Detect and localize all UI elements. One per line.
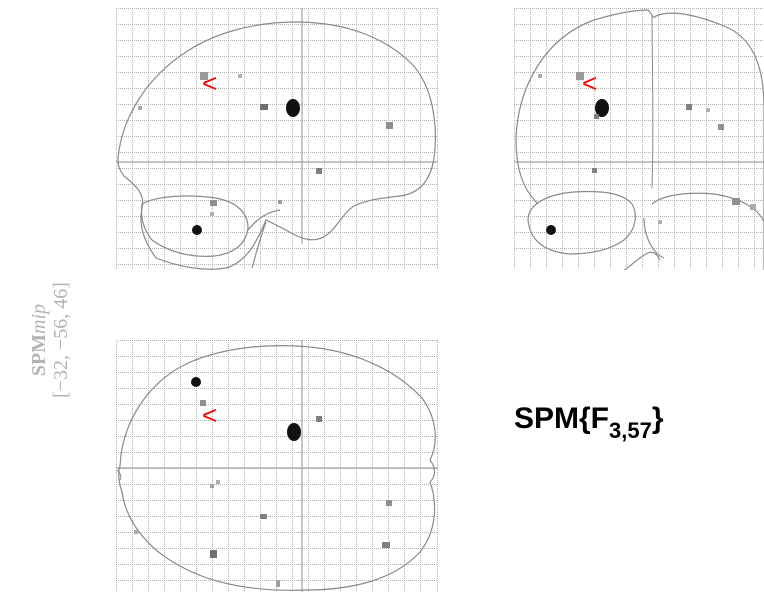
coronal-cursor-marker: < bbox=[582, 68, 597, 98]
blob bbox=[216, 480, 220, 484]
blob bbox=[576, 72, 584, 80]
coronal-glass-brain-view[interactable]: < bbox=[514, 8, 764, 270]
blob bbox=[750, 204, 756, 210]
blob bbox=[316, 416, 322, 422]
blob bbox=[210, 200, 217, 206]
statistic-type-label: SPM{F3,57} bbox=[514, 402, 664, 444]
blob bbox=[200, 72, 208, 80]
blob bbox=[138, 106, 142, 110]
blob bbox=[595, 99, 609, 117]
coronal-midline bbox=[651, 15, 654, 189]
coronal-blobs bbox=[538, 72, 756, 235]
blob bbox=[538, 74, 542, 78]
coronal-temporal-outline bbox=[527, 190, 636, 255]
sagittal-blobs bbox=[138, 72, 393, 235]
blob bbox=[594, 114, 599, 119]
stat-prefix: SPM{F bbox=[514, 402, 610, 435]
sagittal-brainstem-outline bbox=[247, 209, 281, 269]
blob bbox=[382, 542, 390, 548]
blob bbox=[276, 580, 280, 587]
sagittal-cerebellum-outline bbox=[140, 195, 249, 257]
blob bbox=[210, 550, 217, 558]
blob bbox=[191, 377, 201, 387]
sagittal-crosshair bbox=[116, 8, 438, 244]
sagittal-brain-outline bbox=[117, 21, 436, 270]
blob bbox=[732, 198, 740, 205]
mip-label-suffix: mip bbox=[28, 303, 50, 334]
blob bbox=[658, 220, 662, 224]
blob bbox=[278, 200, 282, 204]
axial-notch bbox=[116, 469, 122, 481]
coronal-brain-outline bbox=[515, 9, 764, 270]
blob bbox=[706, 108, 710, 112]
mip-coordinate-label: SPMmip [−32, −56, 46] bbox=[28, 282, 72, 398]
sagittal-cursor-marker: < bbox=[202, 68, 217, 98]
sagittal-svg: < bbox=[116, 8, 438, 270]
blob bbox=[260, 104, 268, 110]
axial-svg: < bbox=[116, 340, 438, 592]
sagittal-glass-brain-view[interactable]: < bbox=[116, 8, 438, 270]
blob bbox=[316, 168, 322, 174]
blob bbox=[718, 124, 724, 130]
blob bbox=[210, 212, 214, 216]
coronal-grid bbox=[514, 8, 764, 270]
mip-label-main: SPM bbox=[28, 333, 50, 377]
stat-df: 3,57 bbox=[609, 418, 652, 443]
axial-brain-outline bbox=[118, 345, 436, 591]
blob bbox=[238, 74, 242, 78]
coronal-cerebellum-outline bbox=[623, 192, 764, 270]
blob bbox=[592, 168, 597, 173]
sagittal-grid bbox=[116, 8, 438, 270]
blob bbox=[287, 423, 301, 441]
coronal-svg: < bbox=[514, 8, 764, 270]
blob bbox=[192, 225, 202, 235]
blob bbox=[210, 484, 214, 488]
mip-coordinates: [−32, −56, 46] bbox=[50, 282, 72, 398]
stat-suffix: } bbox=[651, 402, 664, 435]
axial-cursor-marker: < bbox=[202, 400, 217, 430]
blob bbox=[546, 225, 556, 235]
blob bbox=[286, 99, 300, 117]
axial-glass-brain-view[interactable]: < bbox=[116, 340, 438, 592]
blob bbox=[260, 514, 267, 519]
blob bbox=[386, 500, 392, 506]
blob bbox=[134, 530, 138, 534]
axial-crosshair bbox=[116, 340, 438, 592]
blob bbox=[386, 122, 393, 129]
blob bbox=[200, 400, 206, 406]
axial-blobs bbox=[134, 377, 392, 587]
blob bbox=[686, 104, 692, 110]
